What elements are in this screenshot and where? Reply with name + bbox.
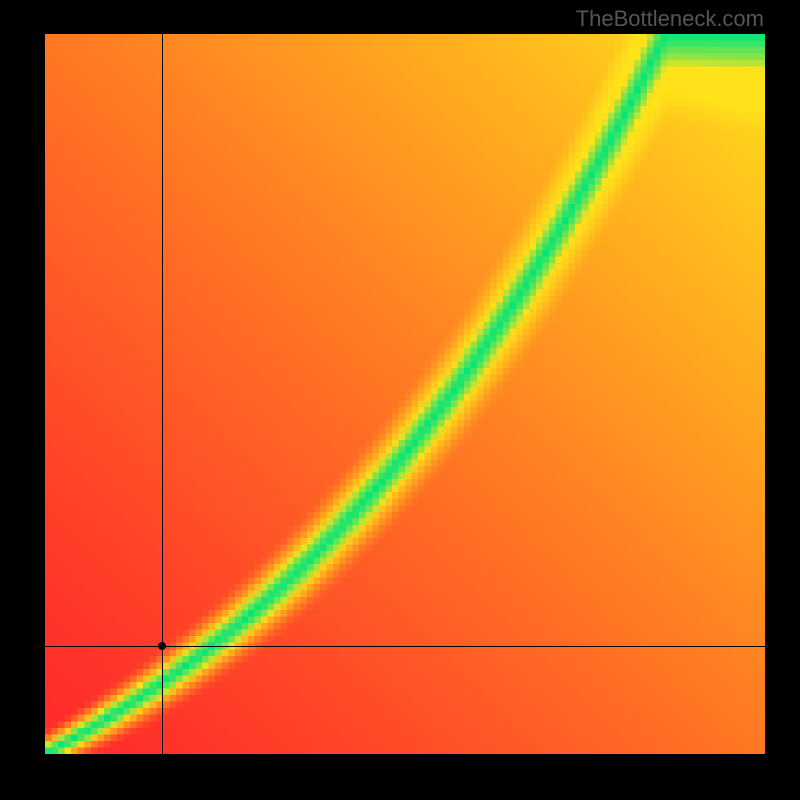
heatmap-plot [45, 34, 765, 754]
crosshair-horizontal [45, 646, 765, 647]
marker-point [158, 642, 166, 650]
watermark-text: TheBottleneck.com [576, 6, 764, 32]
